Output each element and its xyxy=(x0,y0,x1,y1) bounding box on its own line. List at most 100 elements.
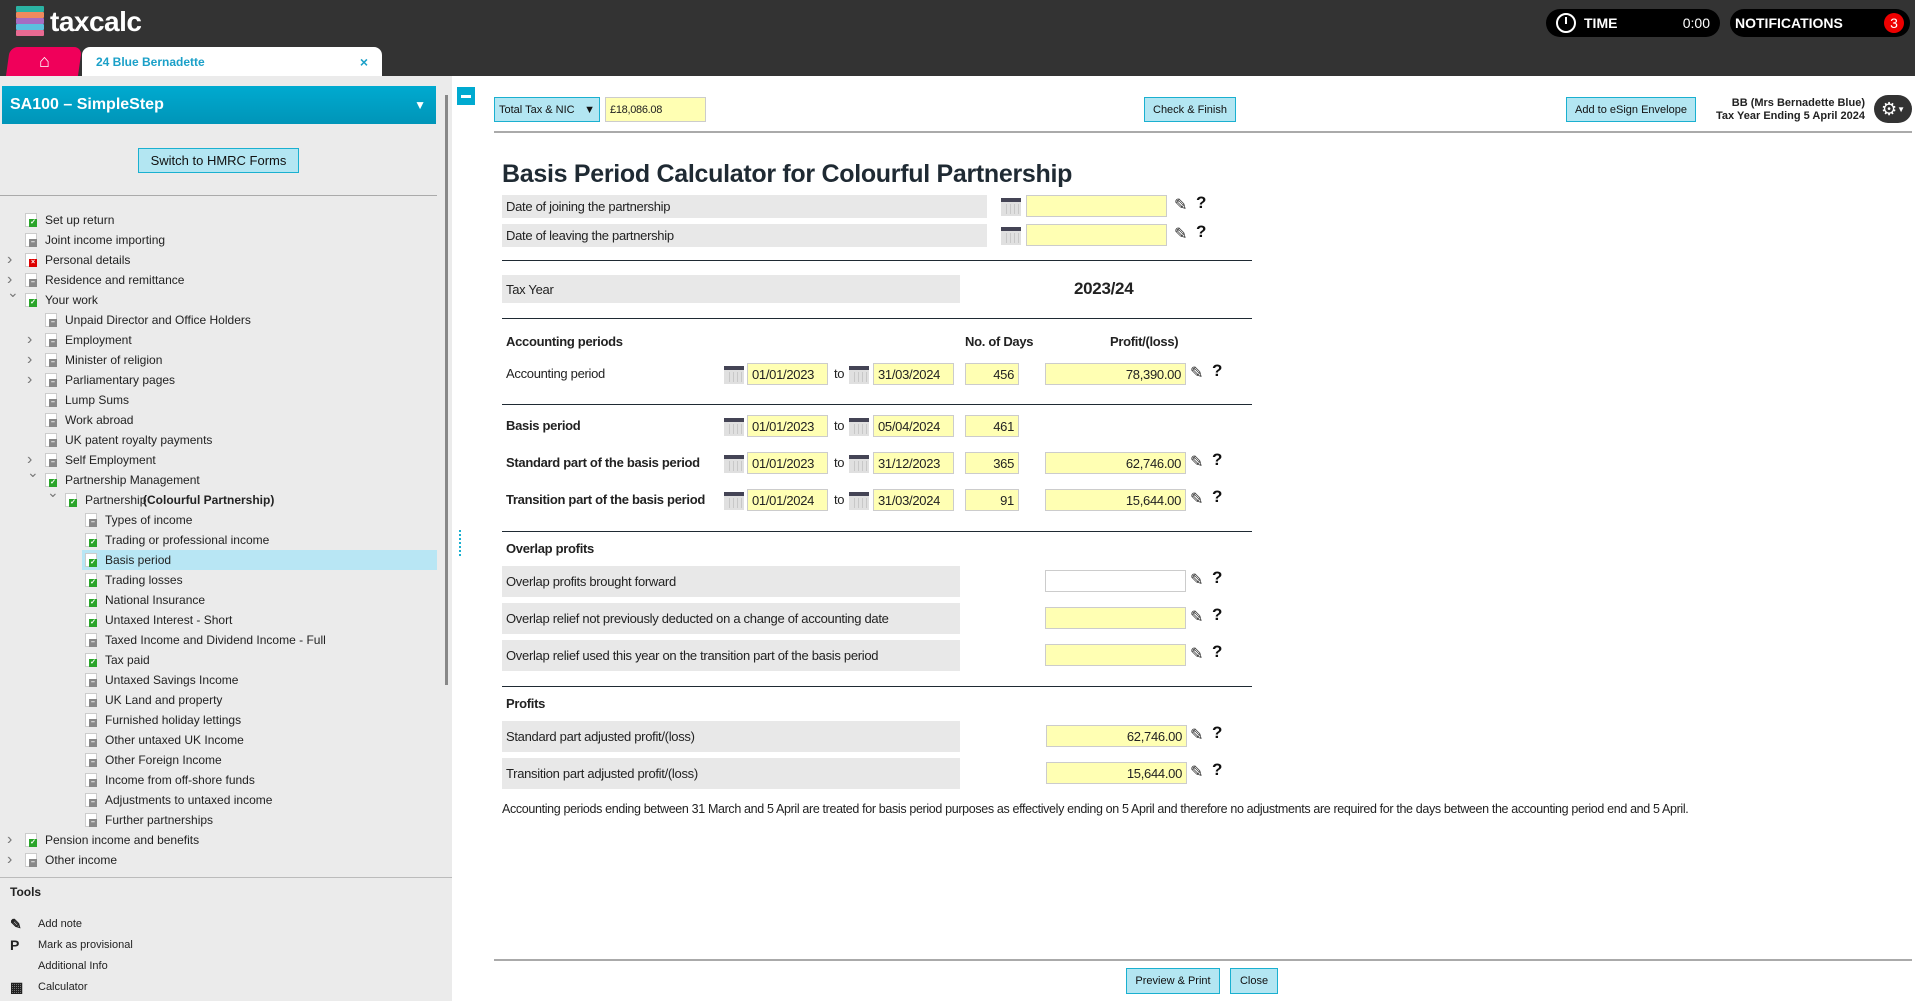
tree-item[interactable]: – Joint income importing xyxy=(0,230,437,250)
tree-item[interactable]: ✓ Tax paid xyxy=(0,650,437,670)
calendar-icon[interactable] xyxy=(1001,227,1021,245)
period-to-input[interactable]: 05/04/2024 xyxy=(873,415,954,437)
period-from-input[interactable]: 01/01/2023 xyxy=(747,415,828,437)
preview-print-button[interactable]: Preview & Print xyxy=(1126,968,1220,994)
chevron-right-icon[interactable]: › xyxy=(7,251,13,268)
calendar-icon[interactable] xyxy=(724,455,744,473)
edit-pencil-icon[interactable]: ✎ xyxy=(1174,197,1188,214)
sidebar-header[interactable]: SA100 – SimpleStep ▼ xyxy=(2,86,436,124)
tree-item[interactable]: – Unpaid Director and Office Holders xyxy=(0,310,437,330)
chevron-right-icon[interactable]: › xyxy=(27,451,33,468)
help-icon[interactable]: ? xyxy=(1212,723,1223,742)
join-date-input[interactable] xyxy=(1026,195,1167,217)
tree-item[interactable]: › – Other income xyxy=(0,850,437,870)
close-button[interactable]: Close xyxy=(1230,968,1278,994)
calendar-icon[interactable] xyxy=(849,492,869,510)
period-to-input[interactable]: 31/03/2024 xyxy=(873,363,954,385)
overlap-input[interactable] xyxy=(1045,607,1186,629)
tree-item[interactable]: – Adjustments to untaxed income xyxy=(0,790,437,810)
time-widget[interactable]: TIME 0:00 xyxy=(1546,9,1720,37)
tree-item[interactable]: ✓ Set up return xyxy=(0,210,437,230)
edit-pencil-icon[interactable]: ✎ xyxy=(1190,572,1204,589)
help-icon[interactable]: ? xyxy=(1212,487,1223,506)
chevron-right-icon[interactable]: › xyxy=(7,831,13,848)
profit-input[interactable]: 62,746.00 xyxy=(1045,452,1186,474)
tree-item[interactable]: – Other Foreign Income xyxy=(0,750,437,770)
chevron-down-icon[interactable]: ⌄ xyxy=(7,284,19,300)
tree-item[interactable]: ⌄ ✓ Partnership (Colourful Partnership) xyxy=(0,484,437,510)
chevron-down-icon[interactable]: ⌄ xyxy=(47,484,59,500)
edit-pencil-icon[interactable]: ✎ xyxy=(1174,226,1188,243)
sidebar-scrollbar[interactable] xyxy=(445,95,448,685)
switch-to-hmrc-forms-button[interactable]: Switch to HMRC Forms xyxy=(138,148,299,173)
calendar-icon[interactable] xyxy=(724,366,744,384)
calendar-icon[interactable] xyxy=(849,455,869,473)
tool-additional-info[interactable]: Additional Info xyxy=(0,957,108,975)
home-tab[interactable]: ⌂ xyxy=(5,47,83,76)
calendar-icon[interactable] xyxy=(849,418,869,436)
tree-item[interactable]: › – Minister of religion xyxy=(0,350,437,370)
tree-item[interactable]: – UK Land and property xyxy=(0,690,437,710)
tree-item[interactable]: ✓ Untaxed Interest - Short xyxy=(0,610,437,630)
chevron-right-icon[interactable]: › xyxy=(27,351,33,368)
tree-item[interactable]: – Work abroad xyxy=(0,410,437,430)
calendar-icon[interactable] xyxy=(849,366,869,384)
period-from-input[interactable]: 01/01/2023 xyxy=(747,363,828,385)
profit-row-value[interactable]: 15,644.00 xyxy=(1046,762,1187,784)
help-icon[interactable]: ? xyxy=(1212,568,1223,587)
calendar-icon[interactable] xyxy=(724,492,744,510)
period-to-input[interactable]: 31/03/2024 xyxy=(873,489,954,511)
tree-item[interactable]: – Other untaxed UK Income xyxy=(0,730,437,750)
edit-pencil-icon[interactable]: ✎ xyxy=(1190,764,1204,781)
settings-gear-icon[interactable]: ⚙ ▼ xyxy=(1874,95,1912,123)
tree-item[interactable]: – Taxed Income and Dividend Income - Full xyxy=(0,630,437,650)
tree-item[interactable]: › ✓ Pension income and benefits xyxy=(0,830,437,850)
close-tab-icon[interactable]: × xyxy=(359,53,368,70)
chevron-down-icon[interactable]: ⌄ xyxy=(27,464,39,480)
calendar-icon[interactable] xyxy=(724,418,744,436)
overlap-input[interactable] xyxy=(1045,570,1186,592)
chevron-right-icon[interactable]: › xyxy=(27,331,33,348)
edit-pencil-icon[interactable]: ✎ xyxy=(1190,491,1204,508)
tree-item[interactable]: – Types of income xyxy=(0,510,437,530)
tool-mark-as-provisional[interactable]: P Mark as provisional xyxy=(0,936,133,954)
tree-item[interactable]: › – Parliamentary pages xyxy=(0,370,437,390)
help-icon[interactable]: ? xyxy=(1212,760,1223,779)
tool-calculator[interactable]: ▦ Calculator xyxy=(0,978,88,996)
tree-item[interactable]: – Income from off-shore funds xyxy=(0,770,437,790)
tree-item[interactable]: ⌄ ✓ Your work xyxy=(0,284,437,310)
help-icon[interactable]: ? xyxy=(1212,450,1223,469)
tree-item[interactable]: › – Employment xyxy=(0,330,437,350)
tree-item[interactable]: › – Residence and remittance xyxy=(0,270,437,290)
add-to-esign-button[interactable]: Add to eSign Envelope xyxy=(1566,97,1696,122)
profit-input[interactable]: 78,390.00 xyxy=(1045,363,1186,385)
chevron-down-icon[interactable]: ▼ xyxy=(414,98,426,112)
edit-pencil-icon[interactable]: ✎ xyxy=(1190,727,1204,744)
tree-item[interactable]: – Furnished holiday lettings xyxy=(0,710,437,730)
help-icon[interactable]: ? xyxy=(1196,222,1207,241)
chevron-right-icon[interactable]: › xyxy=(7,271,13,288)
tree-item[interactable]: ✓ Trading losses xyxy=(0,570,437,590)
profit-input[interactable]: 15,644.00 xyxy=(1045,489,1186,511)
total-tax-select[interactable]: Total Tax & NIC ▼ xyxy=(494,97,600,122)
collapse-sidebar-button[interactable] xyxy=(457,87,475,105)
leave-date-input[interactable] xyxy=(1026,224,1167,246)
period-from-input[interactable]: 01/01/2023 xyxy=(747,452,828,474)
help-icon[interactable]: ? xyxy=(1212,361,1223,380)
edit-pencil-icon[interactable]: ✎ xyxy=(1190,365,1204,382)
period-to-input[interactable]: 31/12/2023 xyxy=(873,452,954,474)
calendar-icon[interactable] xyxy=(1001,198,1021,216)
edit-pencil-icon[interactable]: ✎ xyxy=(1190,609,1204,626)
client-tab[interactable]: 24 Blue Bernadette × xyxy=(82,47,382,76)
tree-item[interactable]: ⌄ ✓ Partnership Management xyxy=(0,464,437,490)
tree-item[interactable]: – Further partnerships xyxy=(0,810,437,830)
period-from-input[interactable]: 01/01/2024 xyxy=(747,489,828,511)
chevron-right-icon[interactable]: › xyxy=(7,851,13,868)
help-icon[interactable]: ? xyxy=(1212,605,1223,624)
tool-add-note[interactable]: ✎ Add note xyxy=(0,915,82,933)
tree-item[interactable]: – Lump Sums xyxy=(0,390,437,410)
tree-item[interactable]: ✓ Trading or professional income xyxy=(0,530,437,550)
tree-item[interactable]: ✓ Basis period xyxy=(82,550,437,570)
chevron-right-icon[interactable]: › xyxy=(27,371,33,388)
tree-item[interactable]: ✓ National Insurance xyxy=(0,590,437,610)
